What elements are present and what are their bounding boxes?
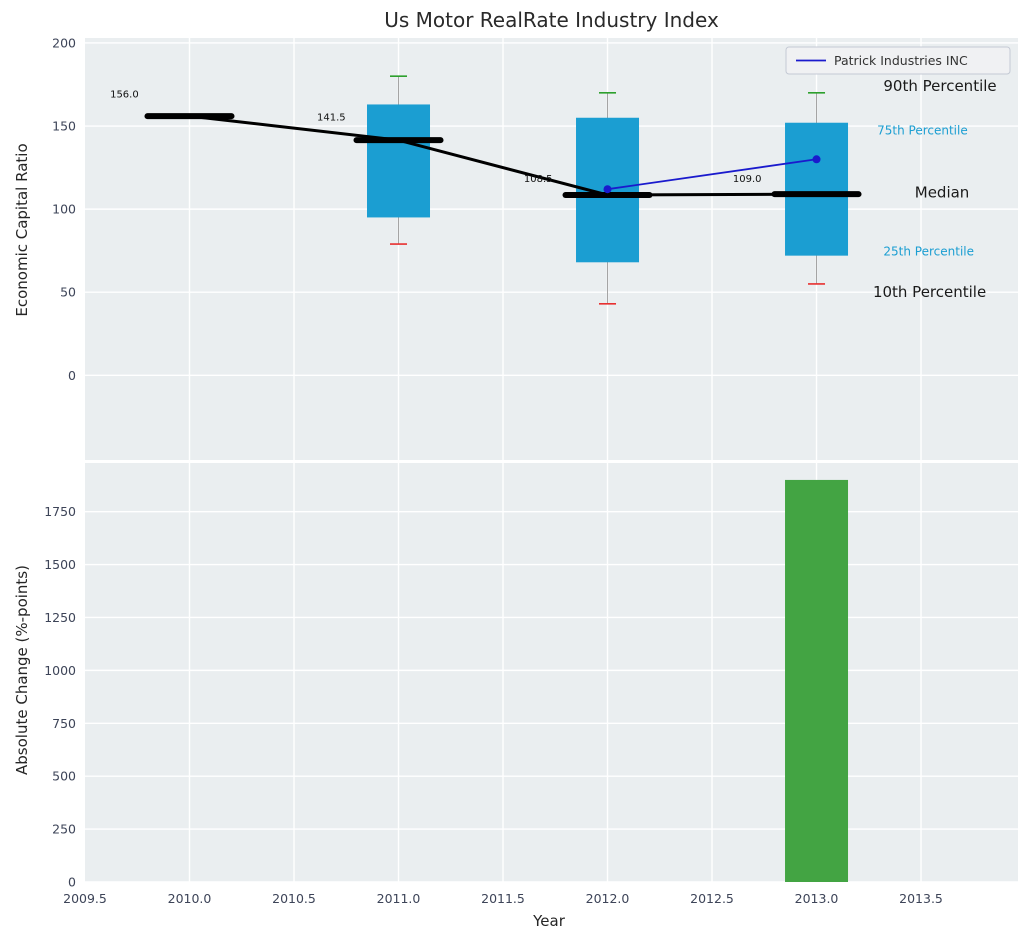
y-tick-label: 100 — [52, 202, 76, 217]
chart-title: Us Motor RealRate Industry Index — [384, 8, 719, 32]
y-tick-label: 50 — [60, 285, 76, 300]
x-tick-label: 2013.5 — [899, 891, 943, 906]
percentile-annotation: Median — [915, 184, 970, 202]
median-value-label: 108.5 — [524, 174, 553, 185]
y-tick-label: 1500 — [44, 557, 76, 572]
y-tick-label: 750 — [52, 716, 76, 731]
y-axis-label-bottom: Absolute Change (%-points) — [13, 565, 31, 775]
legend-box — [785, 46, 1011, 75]
percentile-annotation: 90th Percentile — [883, 77, 996, 95]
percentile-annotation: 10th Percentile — [873, 283, 986, 301]
median-value-label: 109.0 — [733, 174, 762, 185]
iqr-box-2011 — [367, 104, 431, 218]
iqr-box-2013 — [785, 122, 849, 256]
company-marker — [603, 185, 612, 194]
y-tick-label: 0 — [68, 368, 76, 383]
x-axis-label: Year — [533, 912, 565, 930]
x-tick-label: 2011.0 — [377, 891, 421, 906]
company-marker — [812, 155, 821, 164]
y-tick-label: 250 — [52, 822, 76, 837]
x-tick-label: 2009.5 — [63, 891, 107, 906]
x-tick-label: 2012.0 — [586, 891, 630, 906]
percentile-annotation: 75th Percentile — [877, 123, 968, 137]
panel-bottom — [85, 463, 1018, 882]
y-tick-label: 1000 — [44, 663, 76, 678]
y-axis-label-top: Economic Capital Ratio — [13, 143, 31, 317]
y-tick-label: 150 — [52, 119, 76, 134]
median-value-label: 156.0 — [110, 89, 139, 100]
x-tick-label: 2011.5 — [481, 891, 525, 906]
company-line — [607, 158, 817, 191]
y-tick-label: 500 — [52, 769, 76, 784]
change-bar-2013 — [785, 479, 849, 882]
x-tick-label: 2012.5 — [690, 891, 734, 906]
x-tick-label: 2010.0 — [168, 891, 212, 906]
y-tick-label: 1750 — [44, 504, 76, 519]
legend-label: Patrick Industries INC — [834, 53, 968, 68]
median-value-label: 141.5 — [317, 113, 346, 124]
panel-top — [85, 38, 1018, 460]
percentile-annotation: 25th Percentile — [883, 245, 974, 259]
y-tick-label: 200 — [52, 35, 76, 50]
x-tick-label: 2010.5 — [272, 891, 316, 906]
x-tick-label: 2013.0 — [795, 891, 839, 906]
y-tick-label: 1250 — [44, 610, 76, 625]
median-trend-line — [189, 114, 817, 197]
y-tick-label: 0 — [68, 875, 76, 890]
